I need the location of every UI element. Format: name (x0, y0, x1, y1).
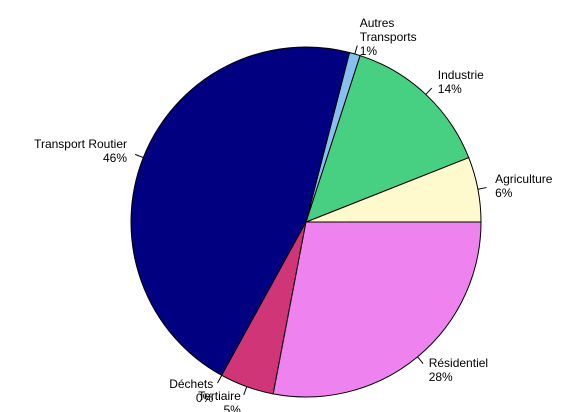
category-label: Transport Routier (34, 137, 128, 152)
value-label: 14% (437, 81, 462, 96)
label-tick (417, 356, 424, 364)
slice-label: Tertiaire 5% (198, 389, 241, 412)
category-label: Agriculture (495, 171, 553, 186)
slice-label: Industrie 14% (438, 68, 484, 96)
value-label: 28% (428, 370, 453, 385)
label-tick (243, 386, 248, 396)
slice-label: Agriculture 6% (495, 172, 552, 200)
label-tick (354, 45, 358, 55)
slice-label: Déchets 0% (169, 377, 213, 405)
value-label: 0% (195, 390, 214, 405)
category-label: Tertiaire (198, 389, 241, 404)
label-tick (217, 375, 223, 384)
value-label: 6% (495, 185, 513, 200)
label-tick (425, 87, 433, 95)
category-label: Résidentiel (428, 356, 489, 371)
slice-label: Résidentiel 28% (429, 356, 488, 384)
value-label: 5% (223, 403, 241, 412)
label-tick (477, 187, 487, 190)
value-label: 46% (102, 151, 128, 166)
slice-label: Transport Routier 46% (34, 137, 127, 165)
category-label: Autres Transports (359, 16, 417, 45)
category-label: Déchets (169, 376, 214, 391)
slice-label: Autres Transports 1% (360, 16, 417, 58)
category-label: Industrie (437, 67, 484, 82)
value-label: 1% (359, 44, 378, 59)
label-tick (134, 153, 144, 159)
pie-slice (272, 221, 482, 398)
